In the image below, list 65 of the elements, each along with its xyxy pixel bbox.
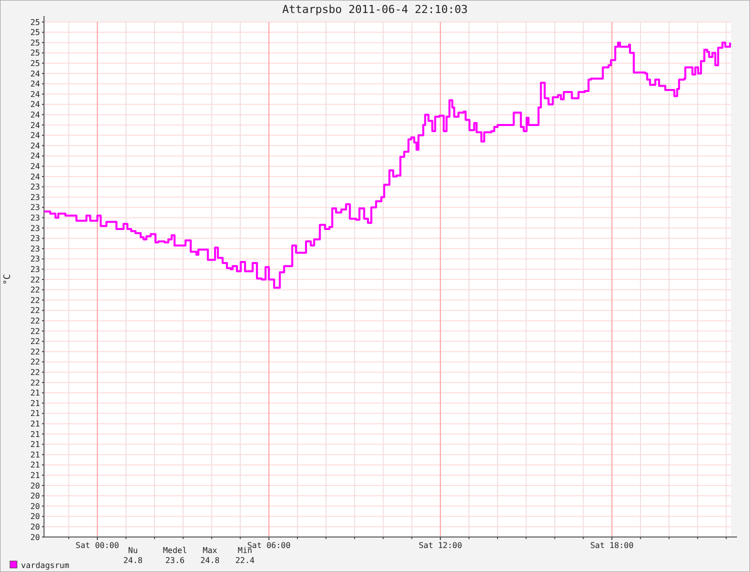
y-tick-label: 20 bbox=[30, 502, 40, 511]
y-tick-label: 24 bbox=[30, 90, 40, 99]
y-tick-label: 24 bbox=[30, 131, 40, 140]
y-tick-label: 22 bbox=[30, 337, 40, 346]
y-tick-label: 23 bbox=[30, 192, 40, 202]
y-tick-label: 22 bbox=[30, 358, 40, 367]
y-tick-label: 21 bbox=[30, 420, 40, 428]
y-axis-title: °C bbox=[3, 274, 13, 285]
text: Medel bbox=[162, 546, 188, 555]
y-tick-label: 21 bbox=[30, 471, 40, 480]
text: 23.6 bbox=[165, 556, 185, 565]
y-tick-label: 22 bbox=[30, 296, 40, 305]
y-tick-label: 21 bbox=[30, 388, 40, 398]
y-tick-label: 21 bbox=[30, 460, 40, 470]
y-tick-label: 20 bbox=[30, 481, 40, 490]
y-tick-label: 22 bbox=[30, 368, 40, 377]
y-tick-label: 21 bbox=[30, 409, 40, 418]
y-tick-label: 20 bbox=[30, 522, 40, 532]
y-tick-label: 24 bbox=[30, 141, 40, 150]
y-tick-label: 25 bbox=[30, 38, 40, 48]
y-tick-label: 21 bbox=[30, 440, 40, 450]
y-tick-label: 24 bbox=[30, 162, 40, 171]
y-tick-label: 25 bbox=[30, 28, 40, 38]
text: Max bbox=[202, 546, 218, 555]
x-tick-label: Sat 18:00 bbox=[590, 541, 634, 550]
y-tick-label: 24 bbox=[30, 69, 40, 78]
y-tick-label: 20 bbox=[30, 492, 40, 501]
y-tick-label: 24 bbox=[30, 120, 40, 130]
y-tick-label: 21 bbox=[30, 450, 40, 460]
text: 24.8 bbox=[200, 556, 220, 565]
y-tick-label: 23 bbox=[30, 182, 40, 192]
y-tick-label: 24 bbox=[30, 100, 40, 110]
y-tick-label: 21 bbox=[30, 398, 40, 408]
y-tick-label: 23 bbox=[30, 265, 40, 274]
y-tick-label: 20 bbox=[30, 532, 40, 542]
y-tick-label: 23 bbox=[30, 224, 40, 233]
y-tick-label: 23 bbox=[30, 244, 40, 254]
legend-label: vardagsrum bbox=[21, 560, 70, 570]
y-tick-label: 25 bbox=[30, 18, 40, 27]
y-tick-label: 22 bbox=[30, 286, 40, 295]
y-tick-label: 22 bbox=[30, 378, 40, 388]
y-tick-label: 22 bbox=[30, 306, 40, 316]
y-tick-label: 22 bbox=[30, 275, 40, 284]
y-tick-label: 22 bbox=[30, 316, 40, 326]
y-tick-label: 23 bbox=[30, 214, 40, 222]
x-tick-label: Sat 12:00 bbox=[418, 541, 462, 550]
y-tick-label: 24 bbox=[30, 80, 40, 89]
text: Nu bbox=[128, 546, 138, 555]
text: Min bbox=[238, 546, 252, 555]
y-tick-label: 24 bbox=[30, 172, 40, 182]
y-tick-label: 23 bbox=[30, 234, 40, 244]
y-tick-label: 21 bbox=[30, 430, 40, 439]
y-tick-label: 22 bbox=[30, 326, 40, 336]
y-tick-label: 25 bbox=[30, 59, 40, 68]
chart-title: Attarpsbo 2011-06-4 22:10:03 bbox=[282, 3, 468, 16]
y-tick-label: 24 bbox=[30, 152, 40, 161]
y-tick-label: 24 bbox=[30, 110, 40, 120]
y-tick-label: 23 bbox=[30, 254, 40, 264]
text: 22.4 bbox=[235, 556, 255, 565]
y-tick-label: 25 bbox=[30, 48, 40, 58]
text: 24.8 bbox=[123, 556, 143, 565]
y-tick-label: 22 bbox=[30, 347, 40, 356]
x-tick-label: Sat 00:00 bbox=[76, 541, 120, 550]
y-tick-label: 23 bbox=[30, 203, 40, 212]
y-tick-label: 20 bbox=[30, 512, 40, 522]
